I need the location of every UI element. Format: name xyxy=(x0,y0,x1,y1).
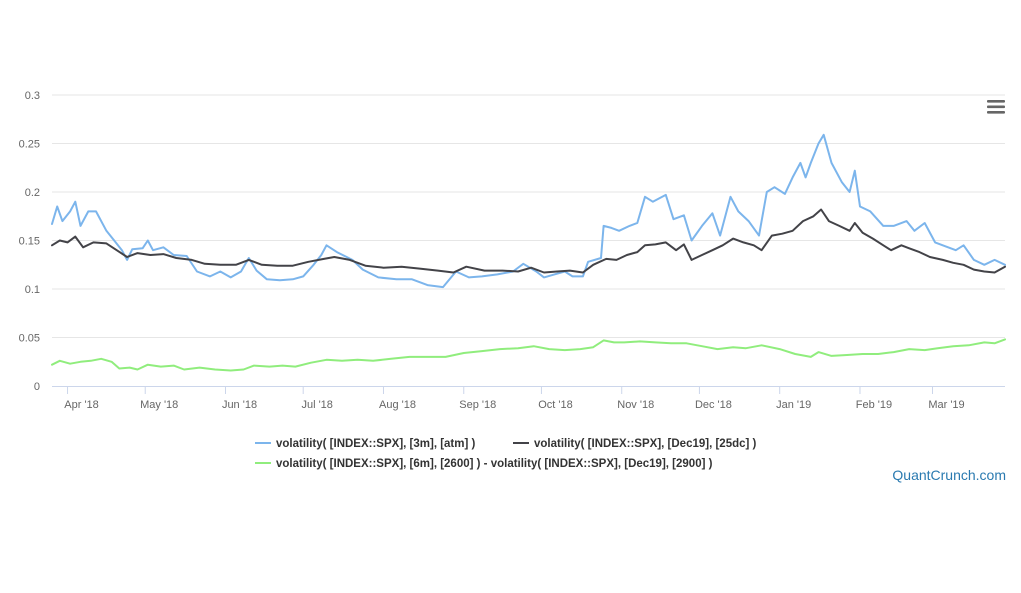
x-tick-label: Oct '18 xyxy=(538,399,573,411)
y-tick-label: 0.15 xyxy=(19,236,40,248)
legend[interactable]: volatility( [INDEX::SPX], [3m], [atm] ) … xyxy=(255,438,757,470)
grid-lines xyxy=(52,94,1005,338)
x-axis: Apr '18 May '18 Jun '18 Jul '18 Aug '18 Sep '… xyxy=(52,386,1005,411)
x-tick-label: Dec '18 xyxy=(695,399,732,411)
x-tick-label: Apr '18 xyxy=(64,399,99,411)
y-tick-label: 0.3 xyxy=(25,90,40,102)
legend-label: volatility( [INDEX::SPX], [6m], [2600] )… xyxy=(276,458,713,470)
hamburger-menu-icon[interactable] xyxy=(982,96,1010,118)
y-tick-label: 0 xyxy=(34,381,40,393)
series-lines xyxy=(51,133,1006,372)
x-tick-label: Mar '19 xyxy=(928,399,964,411)
x-tick-label: Nov '18 xyxy=(617,399,654,411)
y-tick-label: 0.1 xyxy=(25,284,40,296)
legend-label: volatility( [INDEX::SPX], [Dec19], [25dc… xyxy=(534,438,757,450)
credit-link[interactable]: QuantCrunch.com xyxy=(892,467,1006,483)
x-tick-label: Jul '18 xyxy=(301,399,332,411)
legend-item-3m-atm[interactable]: volatility( [INDEX::SPX], [3m], [atm] ) xyxy=(255,438,476,450)
x-tick-label: May '18 xyxy=(140,399,178,411)
x-tick-label: Sep '18 xyxy=(459,399,496,411)
y-tick-label: 0.2 xyxy=(25,187,40,199)
x-tick-label: Feb '19 xyxy=(856,399,892,411)
y-tick-label: 0.25 xyxy=(19,139,40,151)
series-line-3[interactable] xyxy=(51,338,1006,372)
x-tick-label: Jun '18 xyxy=(222,399,257,411)
y-tick-label: 0.05 xyxy=(19,333,40,345)
x-tick-label: Aug '18 xyxy=(379,399,416,411)
x-tick-label: Jan '19 xyxy=(776,399,811,411)
legend-label: volatility( [INDEX::SPX], [3m], [atm] ) xyxy=(276,438,476,450)
legend-item-skew-spread[interactable]: volatility( [INDEX::SPX], [6m], [2600] )… xyxy=(255,458,713,470)
series-line-2[interactable] xyxy=(51,208,1006,274)
y-axis: 0 0.05 0.1 0.15 0.2 0.25 0.3 xyxy=(19,90,40,393)
legend-item-dec19-25dc[interactable]: volatility( [INDEX::SPX], [Dec19], [25dc… xyxy=(513,438,757,450)
